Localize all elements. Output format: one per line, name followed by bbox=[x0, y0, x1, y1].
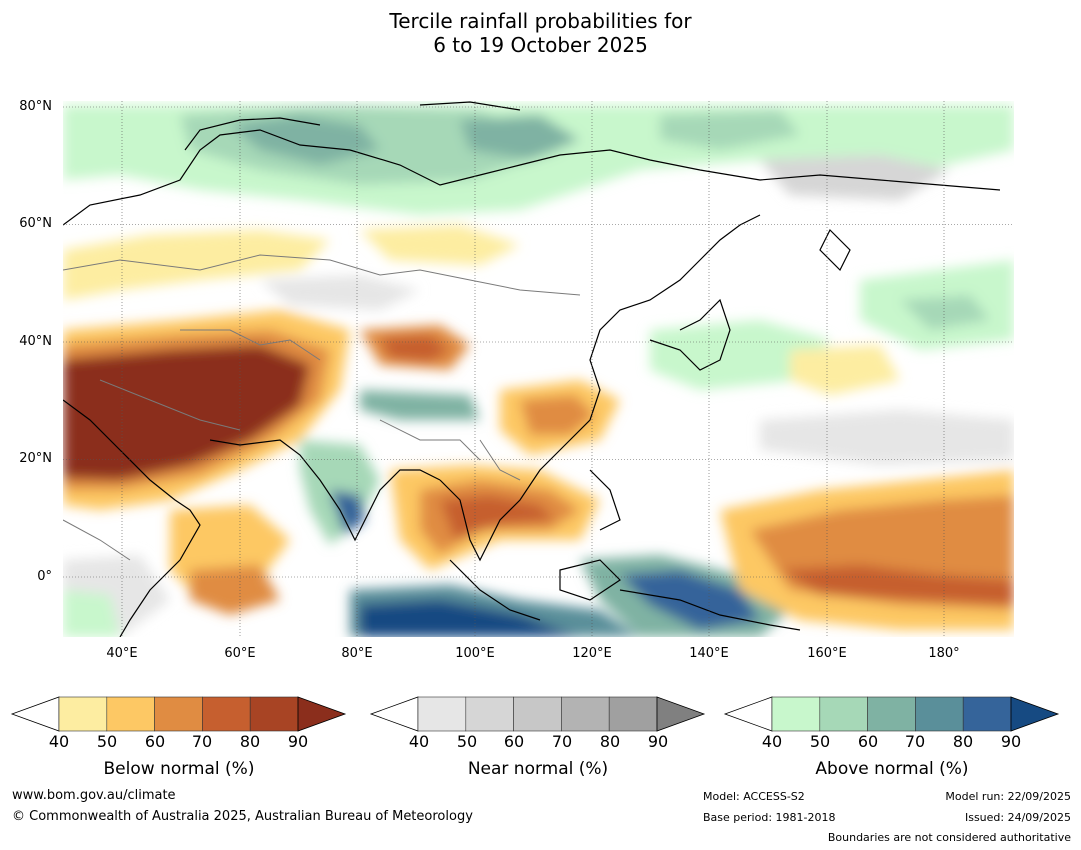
footer-model-run: Model run: 22/09/2025 bbox=[945, 790, 1071, 803]
footer-copyright: © Commonwealth of Australia 2025, Austra… bbox=[12, 809, 473, 824]
below-field-pacific-core bbox=[780, 565, 1014, 605]
colorbar-swatch bbox=[1010, 696, 1060, 732]
colorbar-near bbox=[369, 696, 706, 732]
colorbar-tick: 70 bbox=[904, 732, 926, 751]
colorbar-tick: 90 bbox=[1000, 732, 1022, 751]
near-field-central-asia bbox=[260, 275, 420, 310]
colorbar-tick: 50 bbox=[456, 732, 478, 751]
colorbar-swatch bbox=[962, 696, 1012, 732]
colorbar-swatch bbox=[723, 696, 773, 732]
colorbar-above-label: Above normal (%) bbox=[815, 759, 969, 779]
below-field-indian-ocean bbox=[190, 565, 280, 615]
colorbar-swatch bbox=[154, 696, 203, 732]
above-field-kara bbox=[460, 115, 580, 160]
lon-label: 80°E bbox=[341, 646, 373, 661]
colorbar-tick: 70 bbox=[551, 732, 573, 751]
colorbar-tick: 40 bbox=[408, 732, 430, 751]
lon-label: 160°E bbox=[807, 646, 847, 661]
colorbar-tick: 60 bbox=[144, 732, 166, 751]
colorbar-tick: 80 bbox=[599, 732, 621, 751]
colorbar-tick: 90 bbox=[647, 732, 669, 751]
colorbar-swatch bbox=[513, 696, 562, 732]
colorbar-below-label: Below normal (%) bbox=[103, 759, 255, 779]
colorbar-below bbox=[10, 696, 347, 732]
colorbar-swatch bbox=[58, 696, 108, 732]
lon-label: 40°E bbox=[106, 646, 138, 661]
colorbar-tick: 60 bbox=[857, 732, 879, 751]
colorbar-tick: 70 bbox=[191, 732, 213, 751]
colorbar-swatch bbox=[297, 696, 347, 732]
below-field-central-asia bbox=[360, 225, 520, 265]
graticule bbox=[63, 101, 1014, 637]
lon-label: 180° bbox=[928, 646, 960, 661]
colorbar-tick: 60 bbox=[503, 732, 525, 751]
lat-label: 60°N bbox=[19, 216, 52, 231]
lat-label: 20°N bbox=[19, 451, 52, 466]
footer-base-period: Base period: 1981-2018 bbox=[703, 811, 836, 824]
map-field bbox=[63, 101, 1014, 637]
colorbar-tick: 80 bbox=[952, 732, 974, 751]
below-field-china-core bbox=[520, 395, 595, 435]
lon-label: 100°E bbox=[455, 646, 495, 661]
below-field-indochina-core bbox=[440, 495, 555, 540]
colorbar-swatch bbox=[819, 696, 868, 732]
colorbar-near-label: Near normal (%) bbox=[467, 759, 609, 779]
near-field-pacific bbox=[760, 410, 1014, 465]
above-field-africa bbox=[63, 590, 120, 637]
colorbar-swatch bbox=[202, 696, 251, 732]
colorbar-tick: 90 bbox=[287, 732, 309, 751]
colorbar-swatch bbox=[106, 696, 155, 732]
above-field-japan bbox=[650, 320, 830, 390]
lat-label: 0° bbox=[37, 569, 52, 584]
colorbar-tick: 80 bbox=[239, 732, 261, 751]
colorbar-swatch bbox=[915, 696, 964, 732]
chart-title-line1: Tercile rainfall probabilities for bbox=[389, 9, 692, 33]
colorbar-swatch bbox=[771, 696, 821, 732]
above-field-india-core bbox=[330, 490, 365, 535]
above-field-maritime-core bbox=[620, 570, 760, 630]
colorbar-tick: 40 bbox=[48, 732, 70, 751]
above-field-sumatra-core bbox=[360, 600, 580, 637]
colorbar-swatch bbox=[656, 696, 706, 732]
colorbar-swatch bbox=[608, 696, 658, 732]
lon-label: 120°E bbox=[572, 646, 612, 661]
below-field-pacific-north bbox=[790, 345, 900, 395]
above-field-north-pacific-core bbox=[900, 295, 990, 330]
below-field-middle-east-core bbox=[63, 345, 310, 480]
colorbar-swatch bbox=[867, 696, 916, 732]
above-field-east-siberia bbox=[660, 110, 800, 150]
lon-label: 60°E bbox=[224, 646, 256, 661]
colorbar-swatch bbox=[369, 696, 419, 732]
country-boundaries bbox=[63, 254, 581, 561]
coastlines bbox=[63, 101, 1001, 637]
colorbar-swatch bbox=[10, 696, 60, 732]
lat-label: 40°N bbox=[19, 334, 52, 349]
footer-model: Model: ACCESS-S2 bbox=[703, 790, 805, 803]
colorbar-swatch bbox=[249, 696, 299, 732]
colorbar-tick: 40 bbox=[761, 732, 783, 751]
colorbar-above bbox=[723, 696, 1060, 732]
colorbar-swatch bbox=[561, 696, 610, 732]
colorbar-swatch bbox=[417, 696, 467, 732]
above-field-himalaya bbox=[360, 390, 480, 420]
above-field-arctic-core bbox=[230, 115, 380, 165]
chart-title-line2: 6 to 19 October 2025 bbox=[433, 33, 648, 57]
footer-website: www.bom.gov.au/climate bbox=[12, 788, 176, 803]
lat-label: 80°N bbox=[19, 99, 52, 114]
footer-issued: Issued: 24/09/2025 bbox=[964, 811, 1071, 824]
footer-disclaimer: Boundaries are not considered authoritat… bbox=[827, 831, 1071, 844]
colorbar-swatch bbox=[465, 696, 514, 732]
lon-label: 140°E bbox=[689, 646, 729, 661]
below-field-russia bbox=[63, 230, 330, 300]
colorbar-tick: 50 bbox=[96, 732, 118, 751]
colorbar-tick: 50 bbox=[809, 732, 831, 751]
